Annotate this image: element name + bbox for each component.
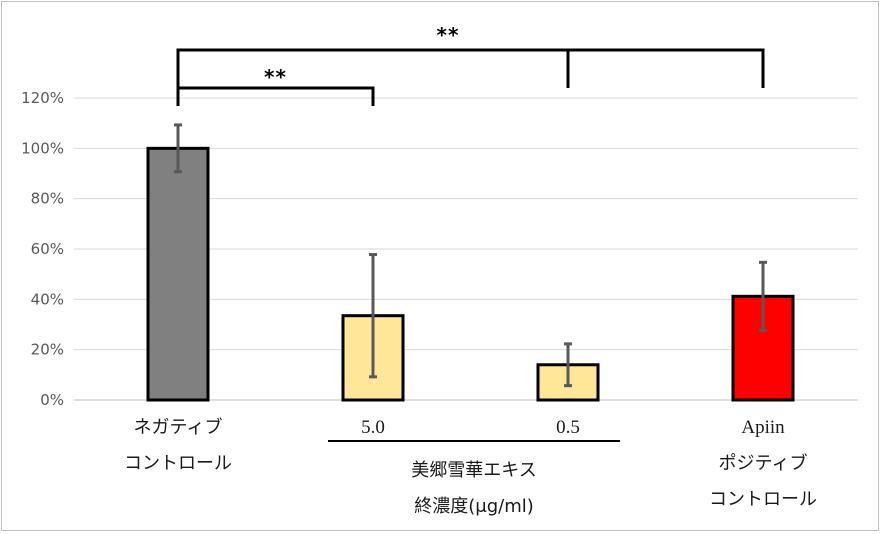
group-label: 終濃度(μg/ml) bbox=[414, 496, 534, 517]
y-tick-label: 40% bbox=[31, 290, 64, 308]
y-tick-label: 0% bbox=[40, 391, 64, 409]
category-label: 5.0 bbox=[361, 417, 385, 438]
y-tick-label: 80% bbox=[31, 190, 64, 208]
y-tick-label: 20% bbox=[31, 341, 64, 359]
y-tick-label: 60% bbox=[31, 240, 64, 258]
significance-label: ** bbox=[437, 23, 460, 47]
bar bbox=[146, 146, 210, 402]
category-label: ポジティブ bbox=[719, 452, 808, 474]
group-label: 美郷雪華エキス bbox=[411, 460, 536, 481]
category-label: ネガティブ bbox=[134, 416, 223, 438]
y-tick-label: 100% bbox=[21, 139, 64, 157]
bar bbox=[731, 294, 795, 402]
category-label: コントロール bbox=[709, 489, 817, 510]
y-tick-label: 120% bbox=[21, 89, 64, 107]
significance-bracket bbox=[176, 48, 765, 88]
significance-label: ** bbox=[264, 65, 287, 89]
category-label: 0.5 bbox=[556, 417, 580, 438]
category-label: コントロール bbox=[124, 453, 232, 474]
significance-bracket bbox=[176, 86, 375, 106]
category-label: Apiin bbox=[741, 417, 785, 438]
